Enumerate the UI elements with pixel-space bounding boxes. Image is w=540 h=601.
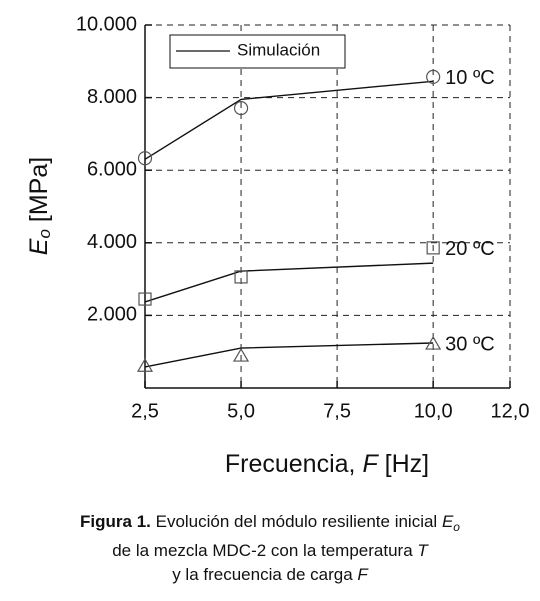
x-tick-label: 7,5 xyxy=(323,400,351,422)
chart: 2.000 4.000 6.000 8.000 10.000 2,5 5,0 7,5 10,0 1… xyxy=(25,13,530,478)
caption-text: o xyxy=(453,520,460,534)
y-tick-label: 10.000 xyxy=(76,13,137,35)
x-axis-title: Frecuencia, F [Hz] xyxy=(225,450,429,478)
x-tick-label: 5,0 xyxy=(227,400,255,422)
data-point xyxy=(233,347,250,362)
legend-label: Simulación xyxy=(237,40,320,59)
series-label: 30 ºC xyxy=(445,333,495,355)
y-axis-title-part: E xyxy=(25,238,53,255)
x-tick-label: 2,5 xyxy=(131,400,159,422)
y-tick-label: 2.000 xyxy=(87,304,137,326)
y-axis-title: Eo [MPa] xyxy=(25,157,55,255)
y-tick-label: 8.000 xyxy=(87,86,137,108)
series-line xyxy=(144,342,434,368)
caption-text: F xyxy=(357,565,368,584)
caption-text: y la frecuencia de carga xyxy=(172,565,358,584)
caption-text: Evolución del módulo resiliente inicial xyxy=(150,512,442,531)
data-point xyxy=(138,292,152,306)
y-tick-label: 4.000 xyxy=(87,231,137,253)
data-point xyxy=(233,101,249,116)
data-point xyxy=(234,270,248,284)
caption-text: E xyxy=(441,512,454,531)
caption: Figura 1. Evolución del módulo resilient… xyxy=(0,510,540,587)
data-point xyxy=(426,69,441,85)
caption-line: y la frecuencia de carga F xyxy=(0,563,540,587)
x-axis-title-part: Frecuencia, xyxy=(225,450,363,478)
x-tick-label: 10,0 xyxy=(414,400,453,422)
x-axis-title-part: F xyxy=(362,450,379,478)
caption-text: T xyxy=(417,541,428,560)
x-axis-title-part: [Hz] xyxy=(378,450,429,478)
data-point xyxy=(137,151,153,166)
y-axis-title-part: o xyxy=(35,229,54,238)
data-point xyxy=(425,335,442,350)
caption-line: Figura 1. Evolución del módulo resilient… xyxy=(0,510,540,539)
series-label: 10 ºC xyxy=(445,67,495,89)
data-point xyxy=(426,241,440,255)
series-line xyxy=(144,80,434,160)
y-tick-label: 6.000 xyxy=(87,158,137,180)
series-label: 20 ºC xyxy=(445,238,495,260)
x-tick-label: 12,0 xyxy=(491,400,530,422)
y-axis-title-part: [MPa] xyxy=(25,157,53,229)
series-line xyxy=(144,262,434,303)
caption-line: de la mezcla MDC-2 con la temperatura T xyxy=(0,539,540,563)
caption-text: Figura 1. xyxy=(80,512,151,531)
data-point xyxy=(136,358,154,372)
caption-text: de la mezcla MDC-2 con la temperatura xyxy=(112,541,418,560)
